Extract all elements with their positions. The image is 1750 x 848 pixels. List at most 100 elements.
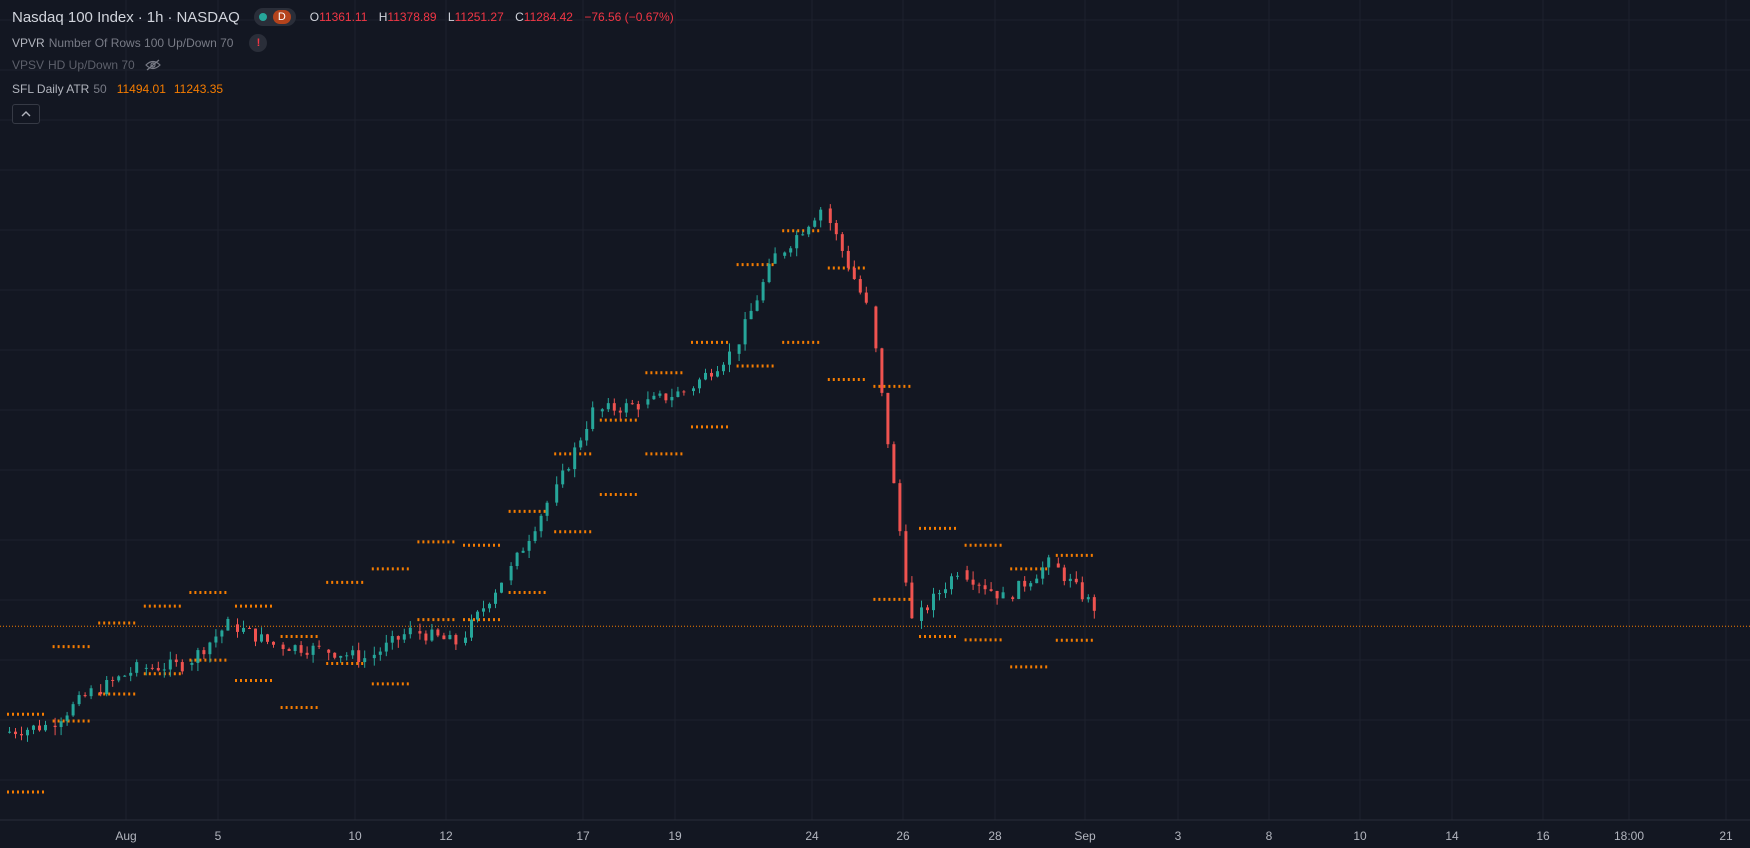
candle-body [345,655,349,657]
status-badge: D [272,10,291,24]
candle-body [658,393,662,396]
candle-body [317,645,321,647]
indicator-name[interactable]: SFL Daily ATR [12,82,90,96]
candle-body [1074,578,1078,583]
candle-body [612,403,616,411]
candle-body [728,351,731,365]
candle-body [828,208,832,224]
candle-body [333,652,337,658]
candle-body [174,659,178,663]
candle-body [144,667,148,669]
indicator-name[interactable]: VPSV [12,58,45,72]
symbol-legend[interactable]: Nasdaq 100 Index · 1h · NASDAQ D O11361.… [12,8,682,26]
candle-body [156,667,160,671]
high-value: 11378.89 [387,10,437,24]
candle-body [180,662,184,672]
time-tick-label: 10 [348,829,362,843]
warning-icon[interactable]: ! [249,34,268,52]
candle-body [801,234,805,236]
candle-body [983,585,987,590]
candle-body [248,627,251,629]
time-tick-label: 28 [988,829,1002,843]
candle-body [44,724,47,731]
candle-body [573,447,577,470]
candle-body [71,704,75,716]
candle-body [840,234,844,251]
candle-body [448,635,452,640]
time-tick-label: Sep [1074,829,1096,843]
indicator-params: 50 [93,82,107,96]
candle-body [555,484,559,503]
low-label: L [447,10,455,24]
high-label: H [378,10,388,24]
candle-body [1001,592,1005,599]
candle-body [767,263,771,283]
candle-body [32,725,35,730]
candle-body [880,348,884,393]
close-label: C [515,10,524,24]
symbol-name[interactable]: Nasdaq 100 Index [12,8,134,26]
candle-body [1017,580,1021,599]
candle-body [904,531,908,583]
candle-body [476,611,479,620]
candle-body [682,391,686,393]
indicator-vpvr[interactable]: VPVR Number Of Rows 100 Up/Down 70 ! [12,34,268,52]
time-tick-label: 5 [215,829,222,843]
time-tick-label: 12 [439,829,453,843]
candle-body [117,676,121,681]
chevron-up-icon [21,111,31,117]
hidden-eye-icon[interactable] [144,59,161,71]
indicator-name[interactable]: VPVR [12,36,45,50]
candle-body [129,672,133,676]
candle-body [743,319,747,345]
candle-body [807,226,811,235]
candle-body [53,725,57,728]
candle-body [834,223,838,235]
candle-body [1086,597,1090,600]
candle-body [600,409,604,412]
candle-body [965,570,969,580]
candle-body [773,253,777,264]
candle-body [272,641,275,645]
candle-body [910,582,914,619]
candle-body [509,566,513,581]
time-tick-label: 8 [1266,829,1273,843]
candle-body [630,403,634,405]
candle-body [214,636,218,643]
candle-body [196,650,200,663]
interval[interactable]: 1h [146,8,164,26]
candle-body [254,628,257,642]
candle-body [123,675,127,677]
candle-body [704,372,707,380]
candle-body [737,344,741,354]
candle-body [989,589,993,591]
candle-body [652,395,656,400]
candle-body [111,679,115,681]
candle-body [384,642,388,652]
candle-body [1011,597,1015,599]
candle-body [59,721,63,728]
candle-body [938,593,941,595]
candle-body [390,636,394,643]
candle-body [1035,578,1039,584]
candle-body [1029,583,1033,587]
market-status[interactable]: D [253,8,296,26]
collapse-legend-button[interactable] [12,104,40,124]
candle-body [293,645,297,651]
indicator-sfl-atr[interactable]: SFL Daily ATR 50 11494.01 11243.35 [12,82,231,96]
candle-body [1041,567,1045,579]
candle-body [567,469,571,471]
candle-body [579,440,583,448]
candle-body [944,589,947,594]
indicator-vpsv[interactable]: VPSV HD Up/Down 70 [12,58,161,72]
candle-body [783,252,787,256]
candle-body [281,644,285,649]
candle-body [83,695,87,697]
candle-body [710,372,713,377]
candle-body [852,267,856,280]
candle-body [956,575,959,577]
candle-body [646,399,650,405]
candle-body [561,470,565,485]
candle-body [402,634,406,640]
